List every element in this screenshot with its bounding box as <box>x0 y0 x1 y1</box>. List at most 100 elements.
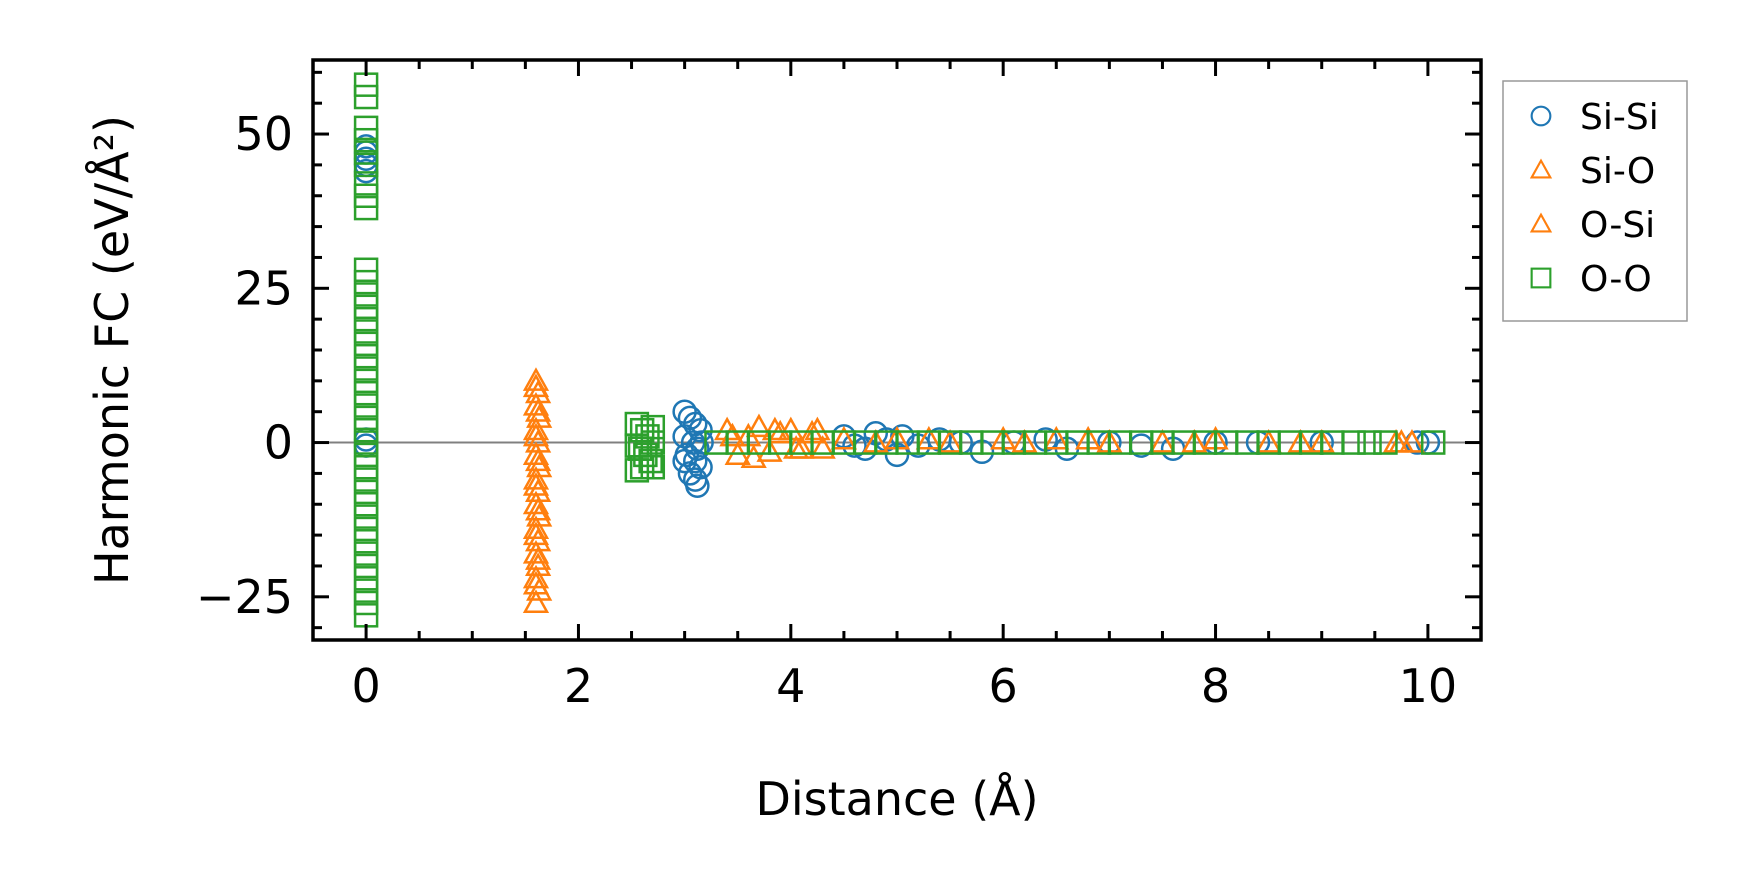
y-tick-label: 25 <box>234 261 293 315</box>
y-axis-label: Harmonic FC (eV/Å²) <box>85 115 139 585</box>
data-point <box>353 430 379 455</box>
data-point <box>353 467 379 492</box>
legend-label: O-Si <box>1580 205 1655 246</box>
legend-entry: O-Si <box>1529 205 1655 246</box>
data-point <box>353 269 379 295</box>
data-point <box>756 438 783 462</box>
data-point <box>1373 430 1398 455</box>
legend-label: O-O <box>1580 259 1652 300</box>
data-point <box>1357 430 1382 455</box>
x-tick-label: 10 <box>1399 659 1458 713</box>
legend: Si-Si Si-O O-Si O-O <box>1502 80 1688 322</box>
data-point <box>353 553 379 579</box>
data-point <box>740 444 767 469</box>
x-tick-label: 4 <box>776 659 805 713</box>
y-tick-label: 0 <box>264 416 293 470</box>
triangle-icon <box>1529 212 1553 233</box>
square-icon <box>1530 267 1552 289</box>
data-point <box>353 393 379 418</box>
axes-frame <box>311 58 1483 642</box>
triangle-icon <box>1529 158 1553 179</box>
data-point <box>353 84 379 110</box>
data-point <box>353 331 379 357</box>
data-point <box>353 195 379 221</box>
data-point <box>672 424 697 449</box>
data-point <box>688 417 713 443</box>
x-tick-label: 6 <box>989 659 1018 713</box>
data-point <box>1043 425 1070 450</box>
data-point <box>522 422 550 447</box>
data-point <box>353 442 379 468</box>
legend-entry: Si-O <box>1529 151 1655 192</box>
data-point <box>1341 430 1366 455</box>
data-point <box>640 454 666 480</box>
data-point <box>353 590 379 616</box>
data-point <box>522 570 550 595</box>
data-point <box>353 479 379 505</box>
data-point <box>522 466 550 490</box>
data-point <box>1149 428 1176 453</box>
data-point <box>522 472 550 496</box>
data-point <box>353 282 379 307</box>
data-point <box>522 416 550 441</box>
y-tick-label: 50 <box>234 107 293 161</box>
legend-label: Si-O <box>1580 151 1655 192</box>
data-point <box>522 521 550 546</box>
data-point <box>353 578 379 603</box>
data-point <box>353 319 379 344</box>
data-point <box>677 461 703 486</box>
data-point <box>353 504 379 529</box>
data-point <box>353 417 379 443</box>
data-point <box>353 454 379 480</box>
series-o-o <box>353 72 1446 628</box>
data-point <box>353 115 379 141</box>
data-point <box>524 546 552 570</box>
legend-label: Si-Si <box>1580 97 1659 138</box>
data-point <box>522 515 550 539</box>
data-point <box>353 492 379 517</box>
data-point <box>353 368 379 394</box>
data-point <box>685 473 710 498</box>
data-point <box>353 294 379 320</box>
data-point <box>353 127 379 153</box>
circle-icon <box>1530 105 1552 127</box>
series-si-o <box>522 367 1426 614</box>
data-point <box>672 448 697 474</box>
data-point <box>915 425 942 450</box>
plot-area <box>313 72 1481 628</box>
data-point <box>624 433 650 458</box>
data-point <box>522 367 550 391</box>
data-point <box>633 442 658 468</box>
data-point <box>640 414 666 440</box>
data-point <box>809 435 836 459</box>
x-axis-label: Distance (Å) <box>755 772 1038 826</box>
data-point <box>353 343 379 369</box>
data-point <box>353 516 379 542</box>
axis-ticks: 0 2 4 6 8 10 −25 0 25 50 <box>196 60 1483 713</box>
data-point <box>353 356 379 381</box>
legend-entry: Si-Si <box>1530 97 1659 138</box>
data-point <box>1420 430 1446 455</box>
data-point <box>353 603 379 628</box>
data-point <box>804 416 831 441</box>
data-point <box>353 152 379 178</box>
series-o-si <box>522 373 1415 595</box>
data-point <box>353 306 379 332</box>
data-point <box>638 448 663 474</box>
data-point <box>830 425 858 450</box>
data-point <box>524 447 552 472</box>
data-point <box>640 430 666 455</box>
data-point <box>353 72 379 97</box>
data-point <box>761 416 789 441</box>
x-tick-label: 2 <box>564 659 593 713</box>
x-tick-label: 8 <box>1201 659 1230 713</box>
data-point <box>353 529 379 554</box>
data-point <box>522 589 550 614</box>
data-point <box>1255 428 1282 453</box>
data-point <box>524 398 552 422</box>
x-tick-label: 0 <box>351 659 380 713</box>
y-tick-label: −25 <box>196 570 293 624</box>
data-point <box>745 413 773 438</box>
data-point <box>522 373 550 398</box>
